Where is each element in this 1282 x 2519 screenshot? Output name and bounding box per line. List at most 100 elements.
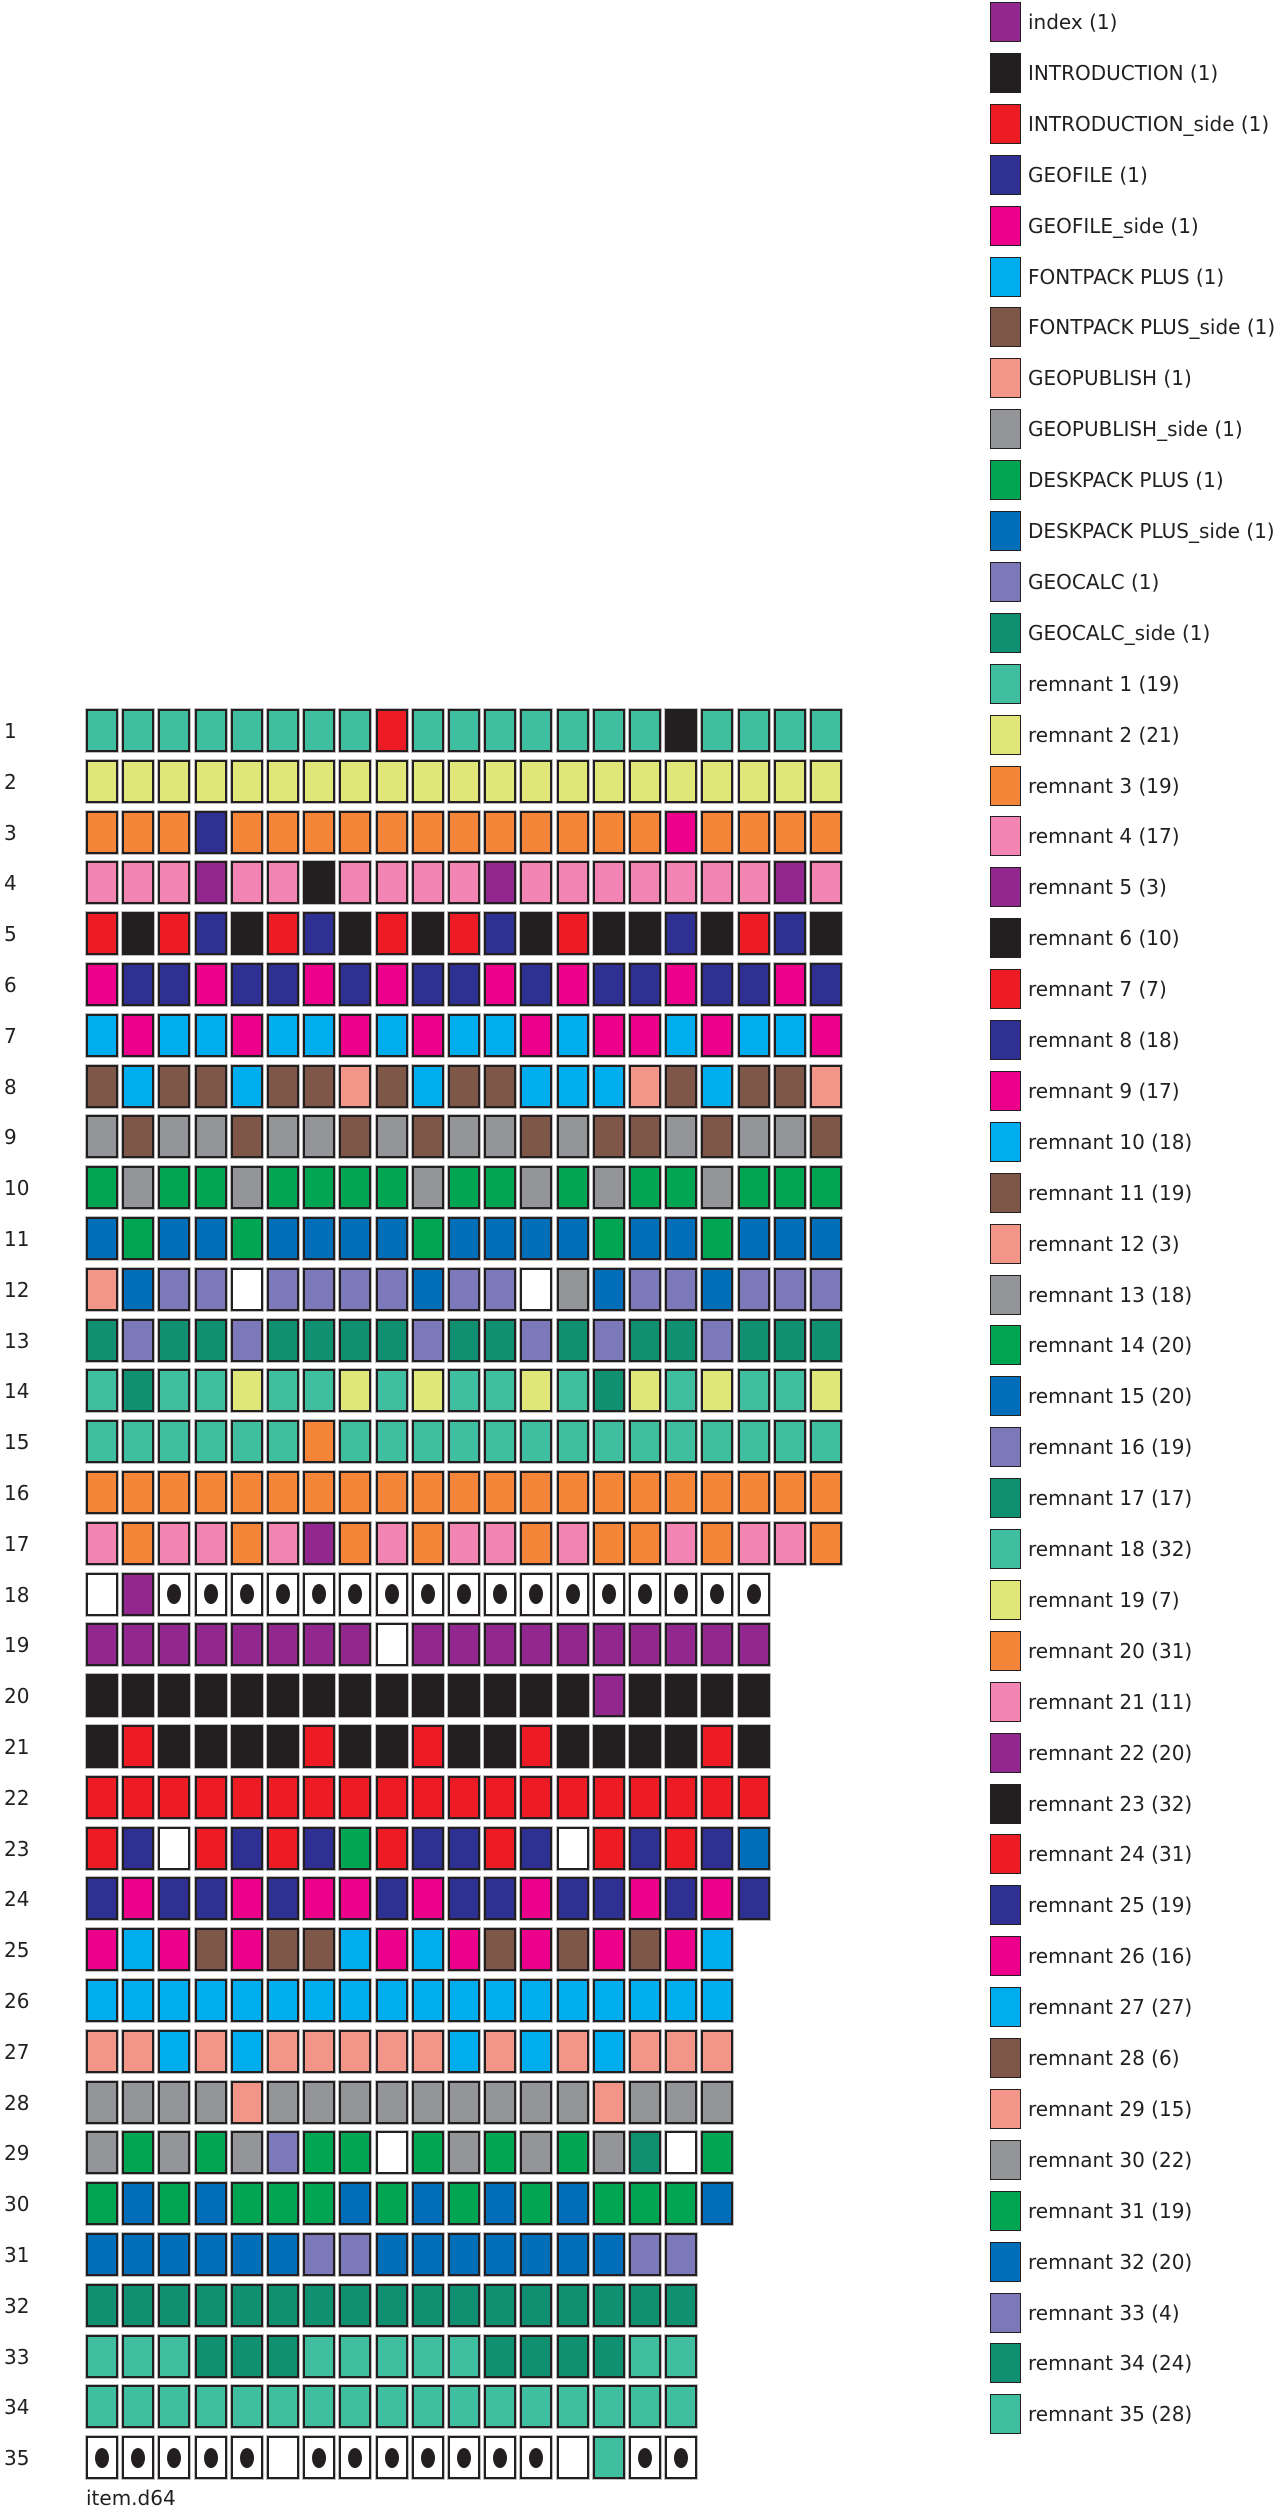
- grid-cell: [374, 1978, 409, 2023]
- legend-swatch: [990, 816, 1021, 857]
- grid-cell: [157, 1927, 192, 1973]
- grid-cell: [121, 1571, 156, 1617]
- grid-cell: [700, 708, 735, 753]
- grid-cell-dotted: [229, 1571, 264, 1617]
- grid-cell: [85, 1470, 119, 1515]
- grid-cell: [483, 1876, 518, 1922]
- legend-item: remnant 23 (32): [990, 1783, 1280, 1826]
- grid-cell: [809, 911, 843, 957]
- dot-icon: [565, 1584, 580, 1605]
- grid-cell: [229, 1927, 264, 1973]
- grid-cell: [193, 708, 228, 753]
- grid-cell: [772, 1317, 807, 1363]
- grid-cell-dotted: [157, 1571, 192, 1617]
- grid-cell: [229, 2282, 264, 2328]
- grid-cell: [85, 2130, 119, 2176]
- grid-cell: [628, 2384, 662, 2430]
- dot-icon: [493, 1584, 508, 1605]
- grid-cell: [121, 1622, 156, 1668]
- grid-cell: [121, 1216, 156, 1261]
- legend-item: remnant 8 (18): [990, 1020, 1280, 1062]
- grid-cell: [809, 1317, 843, 1363]
- grid-cell: [193, 2384, 228, 2430]
- grid-cell: [628, 1317, 662, 1363]
- grid-cell: [266, 1266, 300, 1312]
- grid-cell: [555, 2232, 590, 2277]
- grid-cell: [591, 1774, 626, 1820]
- grid-cell: [483, 1927, 518, 1973]
- legend-item: remnant 2 (21): [990, 714, 1280, 757]
- grid-cell: [628, 1012, 662, 1058]
- legend-label: GEOFILE (1): [1028, 162, 1148, 187]
- grid-cell: [193, 1876, 228, 1922]
- grid-cell: [555, 911, 590, 957]
- grid-cell: [302, 2079, 337, 2125]
- grid-cell: [374, 911, 409, 957]
- grid-cell: [410, 1012, 445, 1058]
- grid-cell: [591, 1216, 626, 1261]
- grid-cell: [374, 1520, 409, 1566]
- grid-cell: [591, 2333, 626, 2379]
- grid-cell-dotted: [157, 2435, 192, 2481]
- grid-cell: [229, 962, 264, 1007]
- legend-label: remnant 23 (32): [1028, 1791, 1193, 1816]
- grid-cell: [338, 2232, 373, 2277]
- dot-icon: [638, 2447, 652, 2468]
- grid-cell: [266, 1165, 300, 1211]
- grid-cell: [85, 2282, 119, 2328]
- grid-cell: [374, 1114, 409, 1160]
- grid-cell: [85, 1825, 119, 1871]
- grid-cell: [338, 911, 373, 957]
- legend-label: remnant 25 (19): [1028, 1893, 1193, 1918]
- dot-icon: [384, 1584, 399, 1605]
- legend-item: remnant 29 (15): [990, 2088, 1280, 2131]
- grid-cell: [519, 2232, 554, 2277]
- grid-cell: [519, 1114, 554, 1160]
- dot-icon: [457, 2447, 471, 2468]
- grid-cell: [591, 809, 626, 855]
- grid-cell: [700, 1165, 735, 1211]
- legend-label: DESKPACK PLUS_side (1): [1028, 519, 1275, 543]
- grid-cell-dotted: [410, 1571, 445, 1617]
- grid-cell: [447, 2333, 481, 2379]
- grid-cell: [193, 962, 228, 1007]
- grid-cell: [193, 1266, 228, 1312]
- grid-cell: [664, 809, 699, 855]
- grid-cell: [591, 1927, 626, 1973]
- legend-label: GEOPUBLISH_side (1): [1028, 417, 1243, 442]
- dot-icon: [348, 1584, 363, 1605]
- grid-cell: [700, 1419, 735, 1465]
- legend-label: remnant 31 (19): [1028, 2198, 1193, 2223]
- grid-cell: [628, 1724, 662, 1769]
- grid-cell: [193, 1673, 228, 1719]
- grid-cell: [85, 1165, 119, 1211]
- dot-icon: [203, 2447, 218, 2468]
- grid-cell: [591, 962, 626, 1007]
- grid-cell: [302, 2282, 337, 2328]
- grid-cell: [410, 2028, 445, 2074]
- legend-swatch: [990, 714, 1021, 755]
- grid-cell: [302, 1724, 337, 1769]
- grid-cell: [664, 2232, 699, 2277]
- legend-swatch: [990, 969, 1021, 1010]
- row-label: 18: [4, 1582, 30, 1607]
- grid-cell: [591, 1622, 626, 1668]
- grid-cell-dotted: [664, 1571, 699, 1617]
- legend-item: remnant 3 (19): [990, 765, 1280, 808]
- row-label: 21: [4, 1735, 30, 1759]
- grid-cell: [85, 2384, 119, 2430]
- grid-cell: [121, 758, 156, 804]
- grid-cell: [664, 1724, 699, 1769]
- grid-cell: [628, 1470, 662, 1515]
- grid-cell: [410, 1876, 445, 1922]
- dot-icon: [420, 1584, 435, 1605]
- legend-item: remnant 18 (32): [990, 1529, 1280, 1571]
- grid-cell: [374, 2384, 409, 2430]
- grid-cell: [374, 2181, 409, 2227]
- grid-cell: [85, 1266, 119, 1312]
- grid-cell: [302, 1063, 337, 1109]
- grid-cell: [447, 1266, 481, 1312]
- grid-cell: [483, 1063, 518, 1109]
- grid-cell: [772, 1419, 807, 1465]
- grid-cell: [85, 708, 119, 753]
